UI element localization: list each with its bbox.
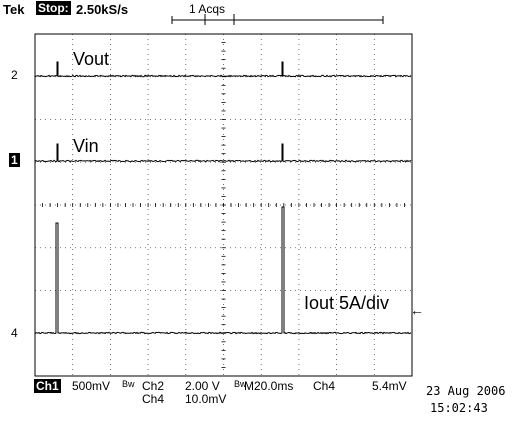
capture-time: 15:02:43 [430, 401, 488, 415]
vout-trace-label: Vout [73, 49, 110, 69]
brand-label: Tek [3, 2, 25, 17]
vout-waveform [34, 61, 412, 78]
bandwidth-limit-icon: Bw [122, 379, 135, 389]
waveforms [34, 61, 412, 335]
ch4-ground-marker: 4 [11, 326, 18, 340]
iout-waveform [34, 206, 412, 335]
sample-rate: 2.50kS/s [76, 2, 129, 17]
graticule [34, 33, 413, 377]
bandwidth-limit-icon: Bw [234, 379, 247, 389]
iout-trace-label: Iout 5A/div [304, 293, 390, 313]
ch4-scale: 10.0mV [185, 392, 227, 406]
timebase: M20.0ms [244, 379, 294, 393]
vin-trace-label: Vin [73, 136, 99, 156]
ch4-label: Ch4 [142, 392, 165, 406]
trigger-position-bar [171, 14, 384, 25]
vin-waveform [34, 143, 412, 163]
ch2-ground-marker: 2 [11, 68, 18, 82]
capture-date: 23 Aug 2006 [426, 384, 506, 398]
ch2-label: Ch2 [142, 379, 165, 393]
trigger-level-arrow-icon: ← [410, 302, 424, 318]
trigger-source: Ch4 [313, 379, 336, 393]
trigger-level: 5.4mV [372, 379, 407, 393]
ch2-scale: 2.00 V [185, 379, 220, 393]
ch1-ground-marker: 1 [9, 153, 20, 167]
ch1-badge: Ch1 [34, 379, 61, 393]
ch1-scale: 500mV [72, 379, 111, 393]
acquisition-state: Stop: [36, 1, 71, 15]
acquisition-count: 1 Acqs [189, 2, 226, 16]
